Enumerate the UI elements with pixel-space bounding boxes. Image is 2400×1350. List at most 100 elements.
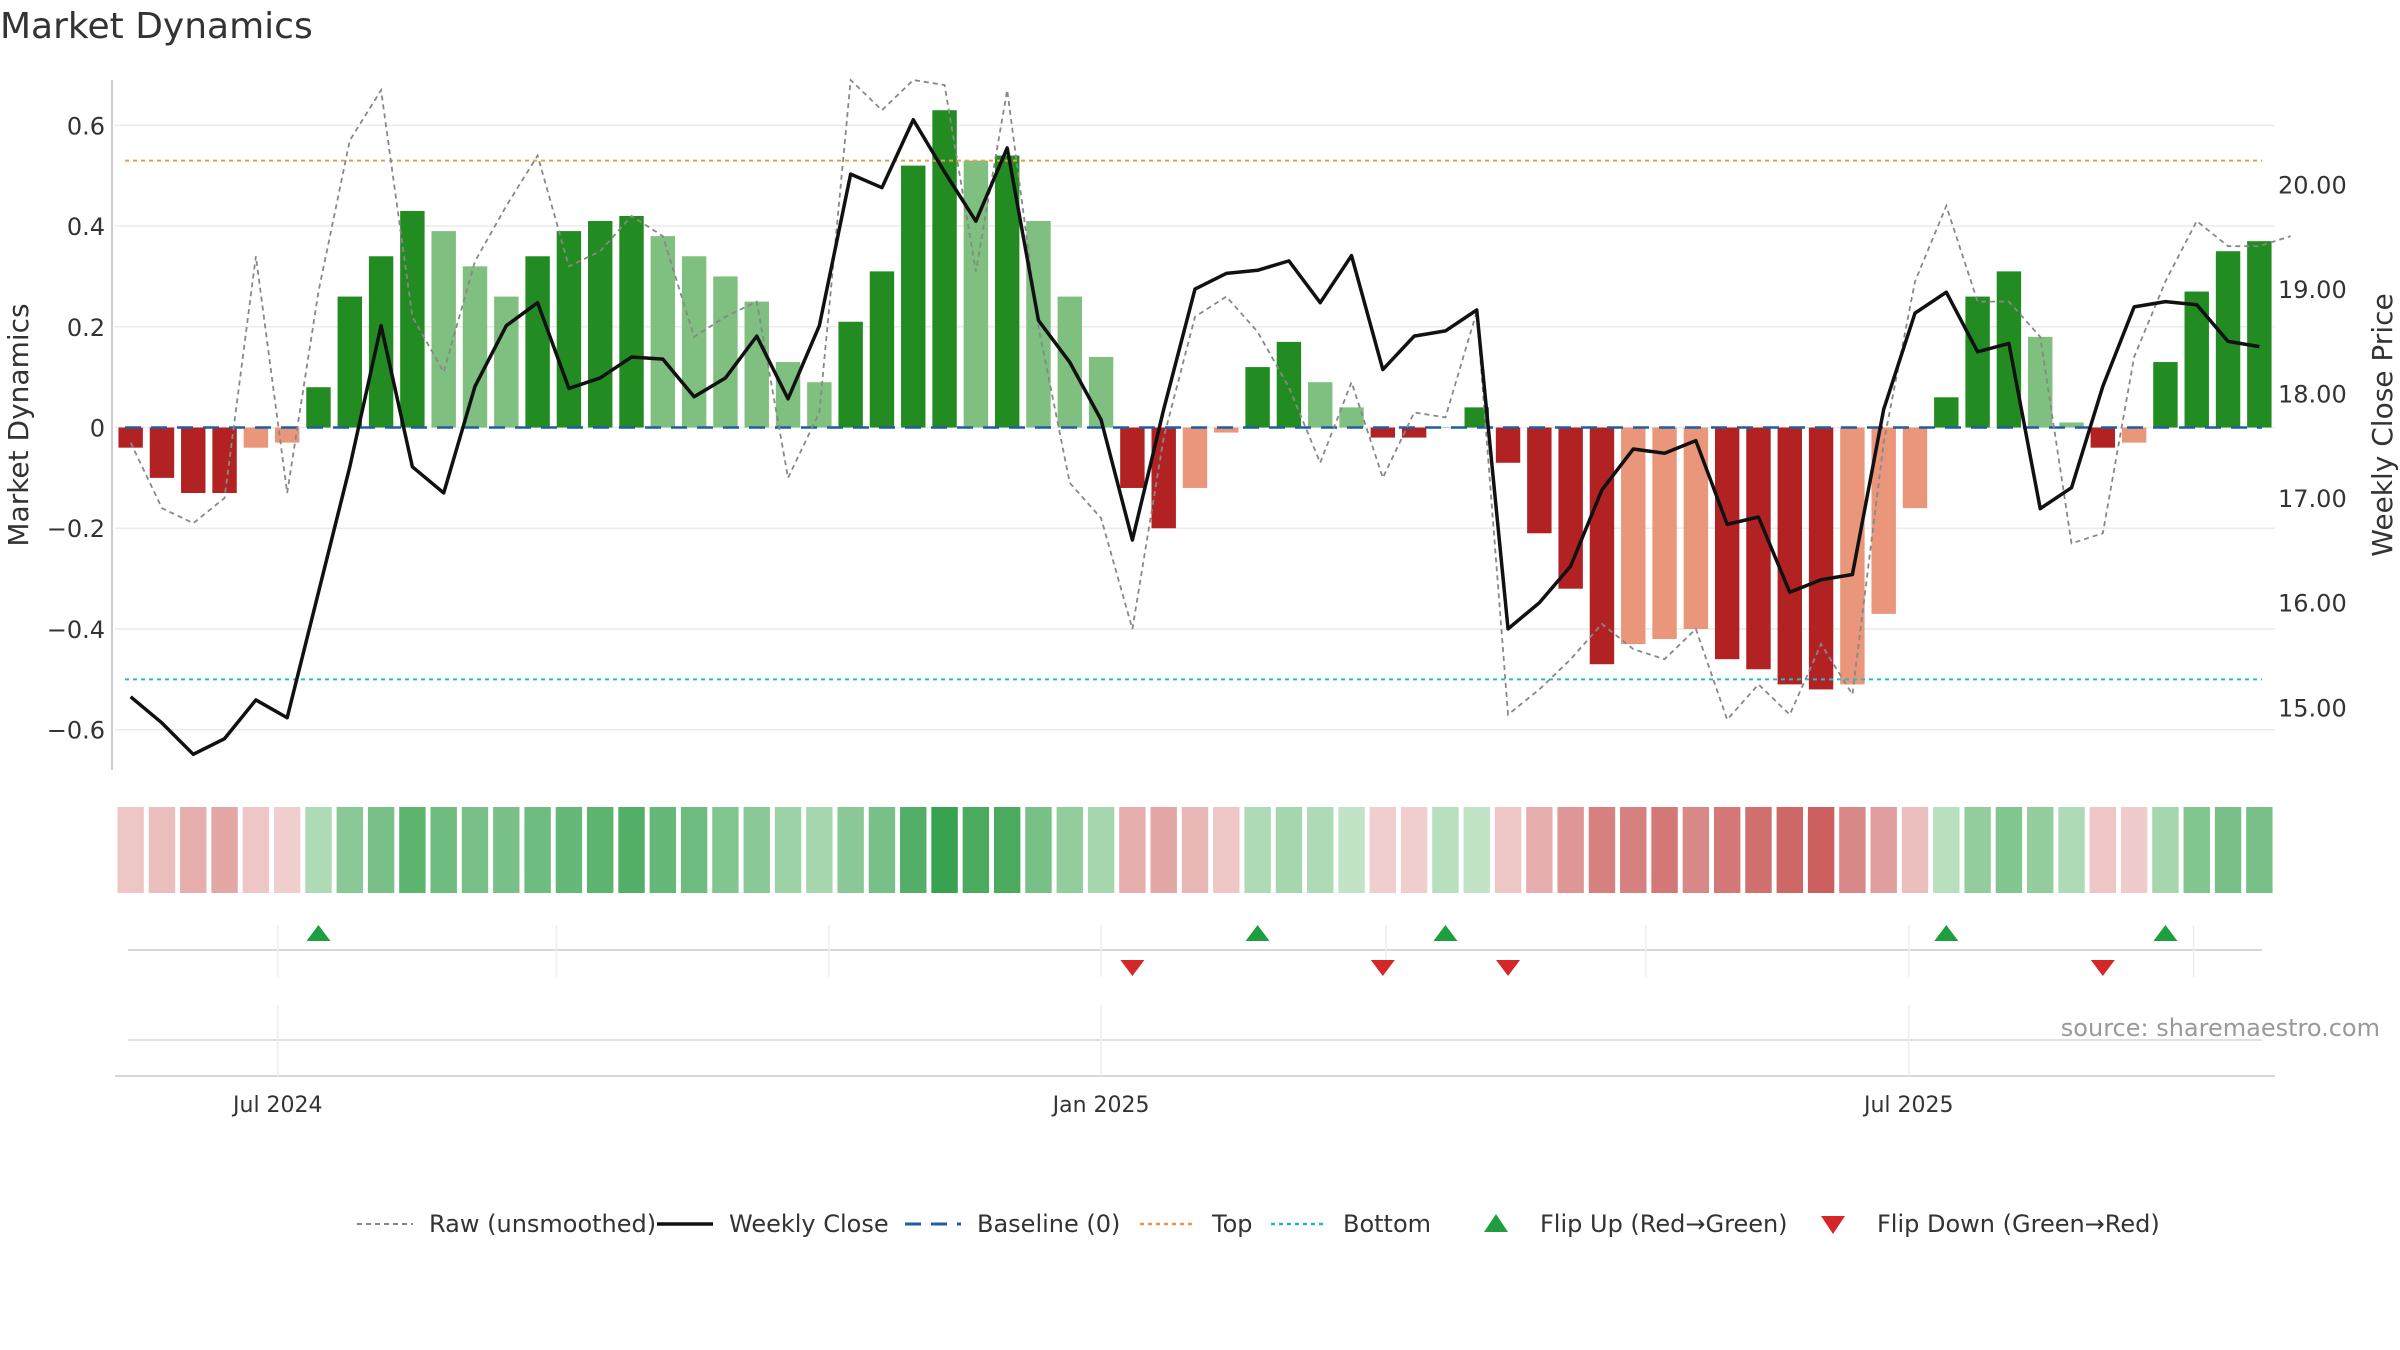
heat-strip-cell [1213, 807, 1240, 893]
flip-down-marker [1496, 960, 1521, 976]
dynamics-bar [1808, 427, 1834, 690]
x-tick-label: Jan 2025 [1051, 1093, 1150, 1118]
heat-strip-cell [1369, 807, 1397, 893]
dynamics-bar [1965, 296, 1990, 428]
heat-strip-cell [900, 807, 927, 893]
y2-tick-label: 18.00 [2278, 381, 2347, 409]
heat-strip-cell [1307, 807, 1334, 893]
dynamics-bar [1088, 357, 1114, 428]
dynamics-bar [525, 256, 550, 428]
dynamics-bar [681, 256, 707, 428]
heat-strip-cell [242, 807, 270, 893]
legend-label: Weekly Close [729, 1210, 889, 1238]
y-axis-label: Market Dynamics [2, 303, 35, 546]
heat-strip-cell [305, 807, 332, 893]
dynamics-bar [1840, 427, 1865, 685]
heat-strip-cell [1933, 807, 1960, 893]
flip-up-marker [2153, 925, 2178, 941]
x-tick-label: Jul 2024 [231, 1093, 323, 1118]
dynamics-bar [1934, 397, 1959, 428]
heat-strip-cell [1181, 807, 1209, 893]
legend-label: Raw (unsmoothed) [429, 1210, 656, 1238]
dynamics-bar [431, 231, 456, 428]
heat-strip-cell [1463, 807, 1490, 893]
heat-strip-cell [1275, 807, 1303, 893]
legend-swatch-flip-down [1821, 1216, 1845, 1234]
dynamics-bar [807, 382, 832, 428]
dynamics-bar [2153, 362, 2178, 428]
heat-strip-cell [2089, 807, 2117, 893]
heat-strip-cell [1432, 807, 1459, 893]
flip-up-marker [306, 925, 331, 941]
heat-strip-cell [1651, 807, 1678, 893]
flip-down-marker [1120, 960, 1145, 976]
dynamics-bar [1777, 427, 1802, 685]
heat-strip-cell [1557, 807, 1584, 893]
raw-series-line [129, 78, 2291, 722]
source-credit: source: sharemaestro.com [2060, 1014, 2380, 1042]
heat-strip-cell [680, 807, 708, 893]
y2-tick-label: 15.00 [2278, 694, 2347, 722]
dynamics-bar [838, 321, 863, 428]
heat-strip-cell [2214, 807, 2242, 893]
dynamics-bar [494, 296, 519, 428]
heat-strip-cell [461, 807, 489, 893]
heat-strip-cell [1682, 807, 1710, 893]
heat-strip-cell [1056, 807, 1083, 893]
y-tick-label: −0.6 [47, 717, 105, 745]
dynamics-bar [1464, 407, 1489, 428]
dynamics-bar [1214, 427, 1239, 433]
chart-title: Market Dynamics [0, 6, 313, 47]
dynamics-bar [1621, 427, 1646, 645]
dynamics-bar [1683, 427, 1709, 629]
heat-strip-cell [2120, 807, 2148, 893]
heat-strip-cell [712, 807, 739, 893]
y2-tick-label: 20.00 [2278, 172, 2347, 200]
y-tick-label: 0.6 [67, 112, 105, 140]
dynamics-bar [2028, 336, 2053, 428]
dynamics-bar [118, 427, 143, 448]
heat-strip-cell [555, 807, 583, 893]
dynamics-bar [1652, 427, 1677, 640]
y-tick-label: −0.2 [47, 515, 105, 543]
dynamics-bar [1746, 427, 1771, 670]
legend-label: Baseline (0) [977, 1210, 1120, 1238]
dynamics-bar [337, 296, 362, 428]
flip-down-marker [2090, 960, 2115, 976]
heat-strip-cell [837, 807, 864, 893]
weekly-close-line [129, 117, 2260, 757]
heat-strip-cell [2152, 807, 2179, 893]
dynamics-bar [181, 427, 206, 493]
heat-strip-cell [1745, 807, 1772, 893]
dynamics-bar [1589, 427, 1615, 665]
y-tick-label: −0.4 [47, 616, 105, 644]
dynamics-bar [2121, 427, 2147, 443]
dynamics-bar [2247, 241, 2272, 428]
dynamics-bar [400, 210, 425, 428]
x-tick-label: Jul 2025 [1862, 1093, 1954, 1118]
legend-label: Top [1211, 1210, 1253, 1238]
dynamics-bar [650, 236, 676, 428]
dynamics-bar [2090, 427, 2116, 448]
heat-strip-cell [962, 807, 990, 893]
heat-strip-cell [148, 807, 176, 893]
heat-strip-cell [1870, 807, 1897, 893]
legend-label: Flip Down (Green→Red) [1877, 1210, 2160, 1238]
y2-tick-label: 16.00 [2278, 590, 2347, 618]
heat-strip-cell [399, 807, 426, 893]
heat-strip-cell [430, 807, 457, 893]
dynamics-bar [744, 301, 769, 428]
flip-up-marker [1934, 925, 1959, 941]
dynamics-bar [556, 231, 582, 428]
heat-strip-cell [774, 807, 802, 893]
dynamics-bar [1120, 427, 1145, 488]
heat-strip-cell [1995, 807, 2023, 893]
heat-strip-cell [1588, 807, 1616, 893]
heat-strip-cell [524, 807, 551, 893]
heat-strip-cell [587, 807, 614, 893]
heat-strip-cell [1776, 807, 1803, 893]
dynamics-bar [901, 165, 926, 428]
dynamics-bar [306, 387, 331, 428]
dynamics-bar [1245, 367, 1270, 428]
dynamics-bar [1182, 427, 1208, 488]
